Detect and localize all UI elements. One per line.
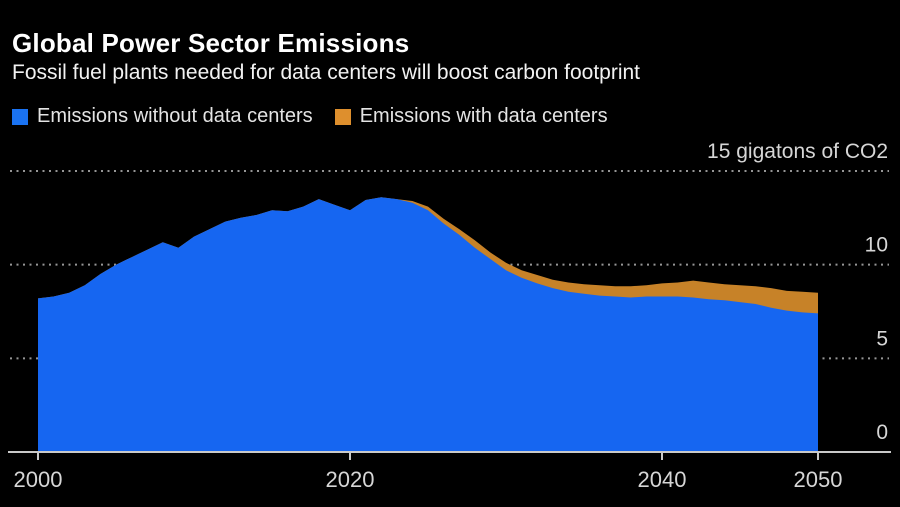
x-axis-label: 2040 [638,467,687,492]
legend-label-without-data-centers: Emissions without data centers [37,105,313,127]
x-axis-label: 2000 [14,467,63,492]
y-axis-unit-label: 15 gigatons of CO2 [707,140,888,163]
area-without-data-centers [38,197,818,452]
x-axis-label: 2050 [794,467,843,492]
chart-plot-area: 2000 2020 2040 2050 15 gigatons of CO2 10 5 0 [0,135,900,507]
legend-swatch-blue-icon [12,108,28,125]
legend-swatch-orange-icon [334,108,351,125]
area-chart-svg: 2000 2020 2040 2050 15 gigatons of CO2 10 5 0 [8,140,891,492]
legend: Emissions without data centers Emissions… [12,105,608,128]
chart-subtitle: Fossil fuel plants needed for data cente… [12,61,641,84]
y-axis-label: 5 [876,327,888,350]
y-axis-label: 0 [876,421,888,444]
legend-item-with-data-centers: Emissions with data centers [334,105,608,128]
x-axis-label: 2020 [326,467,375,492]
legend-label-with-data-centers: Emissions with data centers [359,105,608,127]
chart-title: Global Power Sector Emissions [12,28,410,58]
legend-item-without-data-centers: Emissions without data centers [12,105,313,128]
y-axis-label: 10 [865,234,888,257]
